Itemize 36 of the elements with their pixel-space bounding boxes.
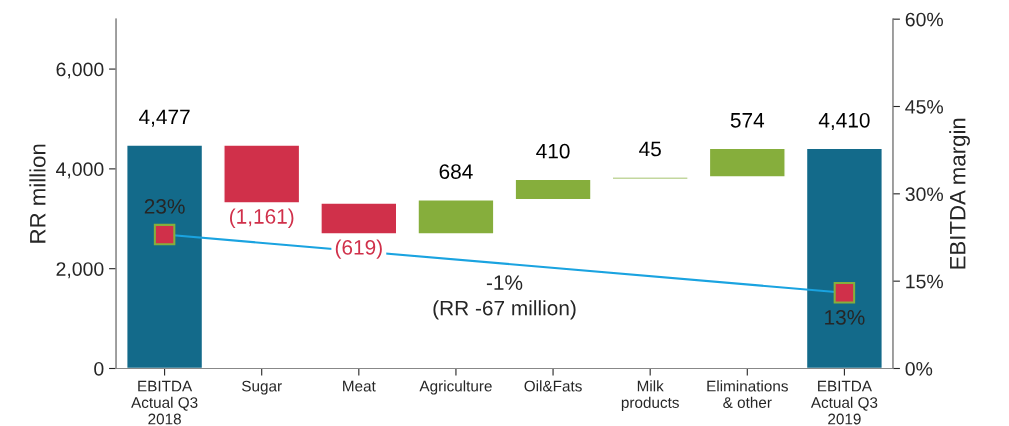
data-label: 684 [439,164,473,179]
bar [805,147,883,369]
x-tick-label: EBITDA Actual Q3 2018 [131,380,198,425]
y2-tick-label: 60% [905,12,943,27]
y-tick-label: 2,000 [56,262,104,279]
y2-tick-label: 30% [905,187,943,202]
bar [708,147,786,178]
data-label: (1,161) [230,208,294,228]
annotation: -1% (RR -67 million) [433,275,576,320]
y2-axis-title: EBITDA margin [949,118,970,269]
data-label: (619) [335,239,382,259]
bar [417,199,495,235]
y2-tick-label: 45% [905,100,943,114]
y-tick-label: 6,000 [56,62,104,79]
x-tick-label: Milk products [621,380,679,411]
data-label: 410 [536,143,570,159]
data-label: 13% [825,310,865,325]
x-tick-label: Oil&Fats [524,380,582,392]
y-axis-title: RR million [29,144,46,243]
x-tick-label: Eliminations & other [707,380,788,408]
data-label: 574 [730,113,765,128]
bar [514,178,592,201]
data-label: 4,477 [139,109,190,127]
y-tick-label: 4,000 [56,162,104,179]
data-label: 4,410 [818,112,870,131]
data-label: 23% [144,199,185,214]
x-tick-label: EBITDA Actual Q3 2019 [810,380,878,425]
x-tick-label: Meat [343,380,376,392]
bar [126,144,204,369]
y2-tick-label: 15% [906,274,943,289]
y2-tick-label: 0% [905,361,933,376]
y-tick-label: 0 [94,361,104,376]
x-tick-label: Sugar [242,380,282,395]
bar [611,176,689,181]
x-tick-label: Agriculture [419,380,492,395]
data-label: 45 [639,141,661,157]
